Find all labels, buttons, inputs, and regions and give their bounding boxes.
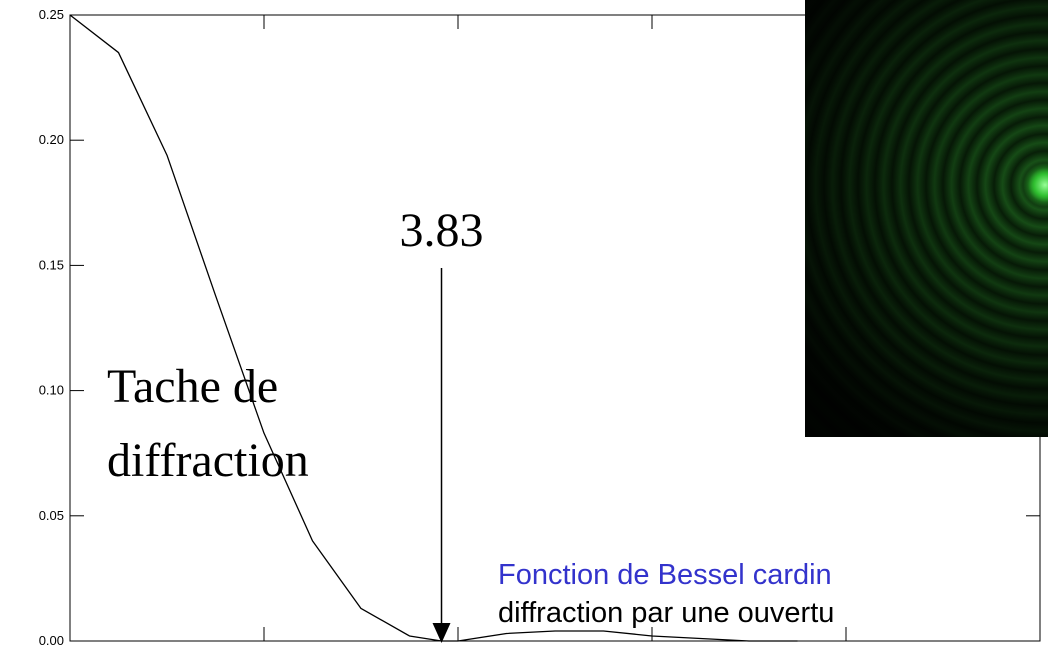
caption: Fonction de Bessel cardin — [498, 559, 832, 591]
y-tick-label: 0.25 — [39, 7, 64, 22]
y-tick-label: 0.05 — [39, 508, 64, 523]
y-tick-label: 0.20 — [39, 132, 64, 147]
chart: 0.000.050.100.150.200.2502468103.83 Tach… — [0, 0, 1048, 647]
y-tick-label: 0.00 — [39, 633, 64, 647]
spot-label: Tache de — [107, 360, 278, 413]
page: 0.000.050.100.150.200.2502468103.83 Tach… — [0, 0, 1048, 647]
annotation-label: 3.83 — [400, 204, 484, 257]
inset-fade — [805, 0, 1048, 437]
series-line — [70, 15, 798, 641]
y-tick-label: 0.10 — [39, 383, 64, 398]
y-tick-label: 0.15 — [39, 257, 64, 272]
spot-label: diffraction — [107, 434, 309, 487]
caption: diffraction par une ouvertu — [498, 597, 834, 629]
